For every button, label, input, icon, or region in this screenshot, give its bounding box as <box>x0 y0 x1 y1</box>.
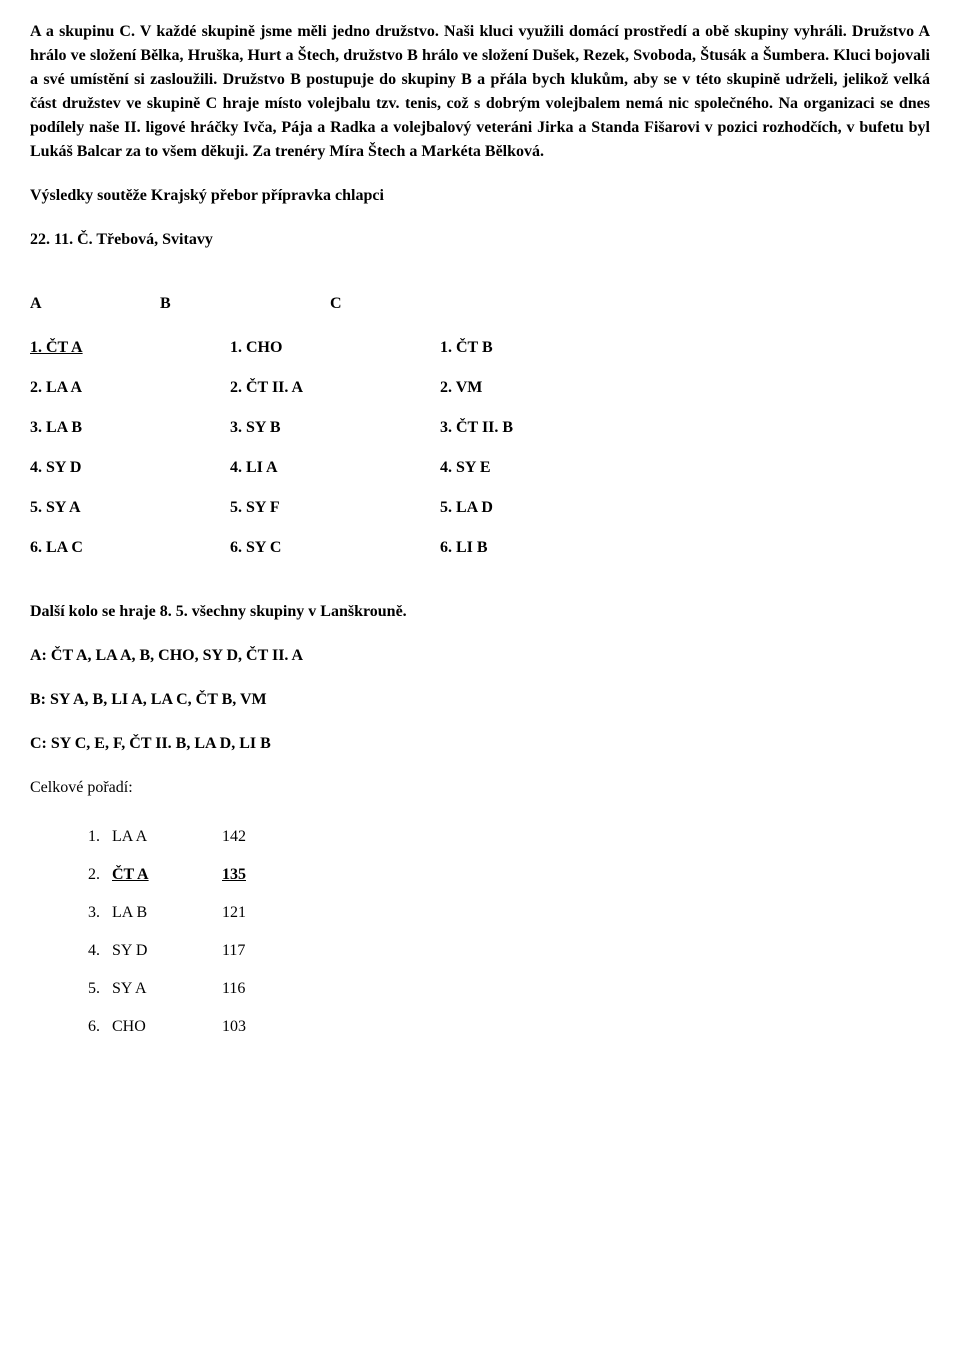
next-round: Další kolo se hraje 8. 5. všechny skupin… <box>30 600 930 624</box>
groups-cell: 4. LI A <box>230 456 440 480</box>
groups-cell: 2. ČT II. A <box>230 376 440 400</box>
ranking-team: ČT A <box>112 863 222 887</box>
group-c-line: C: SY C, E, F, ČT II. B, LA D, LI B <box>30 732 930 756</box>
ranking-row: 5. SY A116 <box>70 977 930 1001</box>
groups-cell: 4. SY D <box>30 456 230 480</box>
ranking-points: 121 <box>222 901 272 925</box>
groups-cell: 3. LA B <box>30 416 230 440</box>
ranking-row: 2. ČT A135 <box>70 863 930 887</box>
group-a-line: A: ČT A, LA A, B, CHO, SY D, ČT II. A <box>30 644 930 668</box>
groups-cell: 1. ČT B <box>440 336 640 360</box>
ranking-team: LA B <box>112 901 222 925</box>
groups-cell: 5. LA D <box>440 496 640 520</box>
group-header-b: B <box>160 292 330 316</box>
ranking-row: 4. SY D117 <box>70 939 930 963</box>
groups-cell: 4. SY E <box>440 456 640 480</box>
ranking-points: 135 <box>222 863 272 887</box>
groups-cell: 5. SY F <box>230 496 440 520</box>
groups-cell: 1. CHO <box>230 336 440 360</box>
ranking-points: 142 <box>222 825 272 849</box>
ranking-team: SY D <box>112 939 222 963</box>
groups-row: 1. ČT A1. CHO1. ČT B <box>30 336 930 360</box>
ranking-number: 3. <box>70 901 100 925</box>
ranking-row: 1. LA A142 <box>70 825 930 849</box>
groups-cell: 6. LA C <box>30 536 230 560</box>
ranking-number: 1. <box>70 825 100 849</box>
ranking-number: 4. <box>70 939 100 963</box>
overall-label: Celkové pořadí: <box>30 776 930 800</box>
group-b-line: B: SY A, B, LI A, LA C, ČT B, VM <box>30 688 930 712</box>
ranking-points: 116 <box>222 977 272 1001</box>
ranking-row: 3. LA B121 <box>70 901 930 925</box>
group-header-a: A <box>30 292 160 316</box>
groups-cell: 5. SY A <box>30 496 230 520</box>
groups-header: A B C <box>30 292 930 316</box>
groups-row: 2. LA A2. ČT II. A2. VM <box>30 376 930 400</box>
ranking-team: LA A <box>112 825 222 849</box>
ranking-team: CHO <box>112 1015 222 1039</box>
ranking-list: 1. LA A142 2. ČT A135 3. LA B121 4. SY D117 5. SY… <box>30 825 930 1039</box>
groups-cell: 6. SY C <box>230 536 440 560</box>
subtitle: 22. 11. Č. Třebová, Svitavy <box>30 228 930 252</box>
groups-row: 3. LA B3. SY B3. ČT II. B <box>30 416 930 440</box>
ranking-number: 5. <box>70 977 100 1001</box>
groups-cell: 2. LA A <box>30 376 230 400</box>
groups-cell: 6. LI B <box>440 536 640 560</box>
groups-table: 1. ČT A1. CHO1. ČT B 2. LA A2. ČT II. A2.… <box>30 336 930 560</box>
groups-row: 6. LA C6. SY C6. LI B <box>30 536 930 560</box>
ranking-points: 117 <box>222 939 272 963</box>
ranking-row: 6. CHO103 <box>70 1015 930 1039</box>
groups-cell: 2. VM <box>440 376 640 400</box>
groups-cell: 1. ČT A <box>30 336 230 360</box>
ranking-number: 2. <box>70 863 100 887</box>
ranking-points: 103 <box>222 1015 272 1039</box>
groups-cell: 3. SY B <box>230 416 440 440</box>
ranking-number: 6. <box>70 1015 100 1039</box>
groups-cell: 3. ČT II. B <box>440 416 640 440</box>
groups-row: 5. SY A5. SY F5. LA D <box>30 496 930 520</box>
intro-paragraph: A a skupinu C. V každé skupině jsme měli… <box>30 20 930 164</box>
group-header-c: C <box>330 292 342 316</box>
groups-row: 4. SY D4. LI A4. SY E <box>30 456 930 480</box>
ranking-team: SY A <box>112 977 222 1001</box>
section-title: Výsledky soutěže Krajský přebor přípravk… <box>30 184 930 208</box>
